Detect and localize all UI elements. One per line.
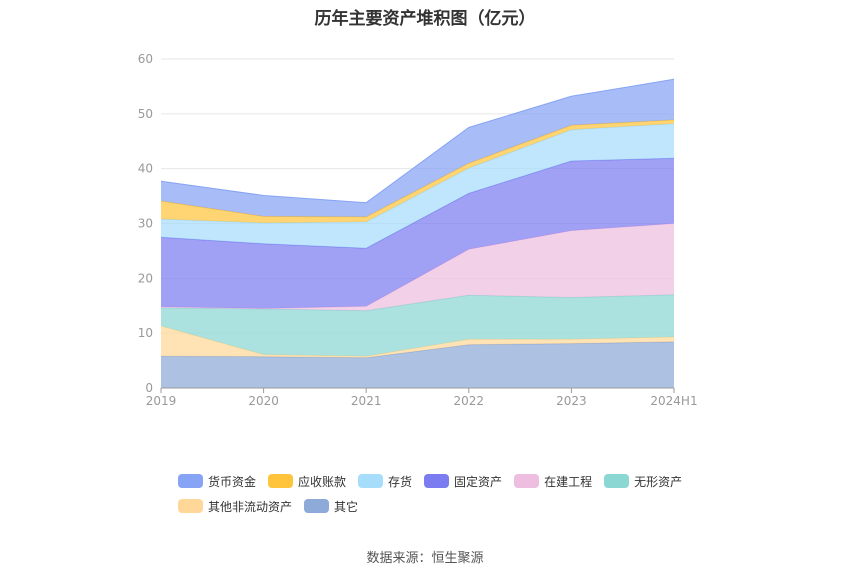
area-应收账款[interactable] [161,119,674,223]
y-tick-label: 30 [138,217,153,231]
legend-label: 固定资产 [454,474,503,489]
legend-swatch [604,474,630,488]
area-货币资金[interactable] [161,79,674,217]
area-其它[interactable] [161,341,674,388]
data-source: 数据来源：恒生聚源 [366,551,484,566]
legend-swatch [424,474,450,488]
x-tick-label: 2023 [556,394,587,408]
legend-label: 其他非流动资产 [208,499,293,514]
legend-swatch [178,474,203,488]
legend-label: 应收账款 [298,474,347,489]
legend-label: 货币资金 [208,474,257,489]
stacked-area-chart: 0 10 20 30 40 50 60 2019 2020 2021 2022 2023 2024H1 [138,52,698,408]
legend-label: 无形资产 [634,474,683,489]
x-tick-label: 2021 [351,394,382,408]
x-tick-label: 2022 [454,394,485,408]
area-series [160,78,675,388]
x-tick-label: 2019 [146,394,177,408]
area-其他非流动资产[interactable] [161,326,674,358]
legend-label: 其它 [334,499,359,514]
legend-swatch [178,499,203,513]
area-在建工程[interactable] [161,223,674,311]
area-edge-货币资金 [160,78,675,204]
y-tick-label: 10 [138,326,153,340]
legend-swatch [358,474,384,488]
legend-item-应收账款[interactable]: 应收账款 [268,473,346,489]
legend-item-存货[interactable]: 存货 [358,473,412,489]
axes: 2019 2020 2021 2022 2023 2024H1 [146,387,698,408]
chart-title: 历年主要资产堆积图（亿元） [314,9,536,29]
x-tick-label: 2024H1 [650,394,697,408]
y-tick-label: 50 [138,107,153,121]
legend-item-货币资金[interactable]: 货币资金 [178,473,256,489]
legend-swatch [304,499,330,513]
area-无形资产[interactable] [161,294,674,357]
x-tick-label: 2020 [248,394,279,408]
legend-item-其它[interactable]: 其它 [304,498,358,514]
y-tick-label: 0 [145,381,153,395]
legend-item-在建工程[interactable]: 在建工程 [514,473,592,489]
area-存货[interactable] [161,123,674,249]
legend-label: 存货 [388,474,413,489]
legend-item-固定资产[interactable]: 固定资产 [424,473,502,489]
legend-swatch [514,474,540,488]
legend-item-其他非流动资产[interactable]: 其他非流动资产 [178,498,292,514]
legend-label: 在建工程 [544,474,593,489]
legend-swatch [268,474,294,488]
y-tick-label: 60 [138,52,153,66]
area-固定资产[interactable] [161,158,674,309]
legend-item-无形资产[interactable]: 无形资产 [604,473,682,489]
y-tick-label: 40 [138,162,153,176]
y-tick-label: 20 [138,271,153,285]
legend: 货币资金 应收账款 存货 固定资产 在建工程 无形资产其他非流动资产 其它 [178,473,698,523]
